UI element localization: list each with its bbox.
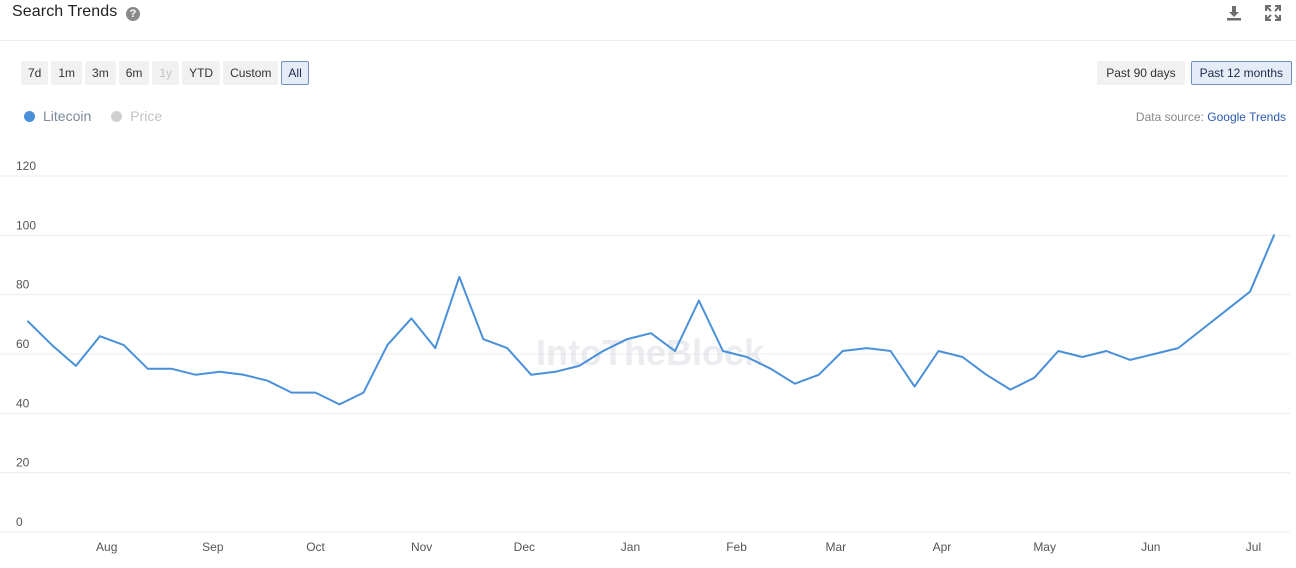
data-source: Data source: Google Trends [1136, 110, 1286, 124]
legend-dot [111, 110, 123, 122]
x-tick-label: Aug [96, 540, 117, 554]
x-tick-label: Feb [726, 540, 747, 554]
series-line-litecoin [27, 234, 1275, 406]
x-tick-label: Nov [411, 540, 432, 554]
chart-legend: Litecoin Price [24, 108, 162, 124]
legend-item-litecoin[interactable]: Litecoin [24, 108, 91, 124]
x-tick-label: Jan [621, 540, 640, 554]
y-tick-label: 40 [16, 396, 30, 410]
x-tick-label: Apr [933, 540, 952, 554]
y-tick-label: 60 [16, 337, 30, 351]
x-tick-label: Jun [1141, 540, 1160, 554]
card-header: Search Trends ? [0, 0, 1296, 41]
range-custom-button[interactable]: Custom [223, 61, 279, 85]
x-tick-label: Dec [514, 540, 535, 554]
y-tick-label: 100 [16, 218, 36, 232]
x-tick-label: Oct [306, 540, 325, 554]
range-1m-button[interactable]: 1m [51, 61, 83, 85]
data-source-label: Data source: [1135, 110, 1208, 124]
page-title: Search Trends [12, 3, 118, 20]
help-icon[interactable]: ? [126, 7, 140, 21]
y-tick-label: 20 [16, 456, 30, 470]
past-12-months-button[interactable]: Past 12 months [1190, 61, 1292, 85]
x-tick-label: Sep [202, 540, 224, 554]
period-selector: Past 90 days Past 12 months [1097, 61, 1292, 85]
y-tick-label: 80 [16, 278, 30, 292]
range-all-button[interactable]: All [281, 61, 309, 85]
range-7d-button[interactable]: 7d [21, 61, 49, 85]
range-ytd-button[interactable]: YTD [182, 61, 221, 85]
x-tick-label: May [1033, 540, 1056, 554]
download-icon[interactable] [1225, 4, 1243, 22]
y-tick-label: 120 [16, 159, 36, 173]
past-90-days-button[interactable]: Past 90 days [1097, 61, 1185, 85]
time-range-selector: 7d 1m 3m 6m 1y YTD Custom All [21, 61, 309, 85]
legend-label: Litecoin [43, 108, 92, 124]
legend-label: Price [130, 108, 163, 124]
range-3m-button[interactable]: 3m [85, 61, 116, 85]
legend-dot [24, 110, 35, 122]
x-tick-label: Jul [1246, 540, 1261, 554]
google-trends-link[interactable]: Google Trends [1207, 110, 1286, 124]
range-1y-button[interactable]: 1y [152, 61, 180, 85]
y-tick-label: 0 [16, 515, 23, 529]
expand-icon[interactable] [1264, 4, 1282, 22]
legend-item-price[interactable]: Price [111, 108, 162, 124]
x-tick-label: Mar [826, 540, 847, 554]
range-6m-button[interactable]: 6m [118, 61, 150, 85]
